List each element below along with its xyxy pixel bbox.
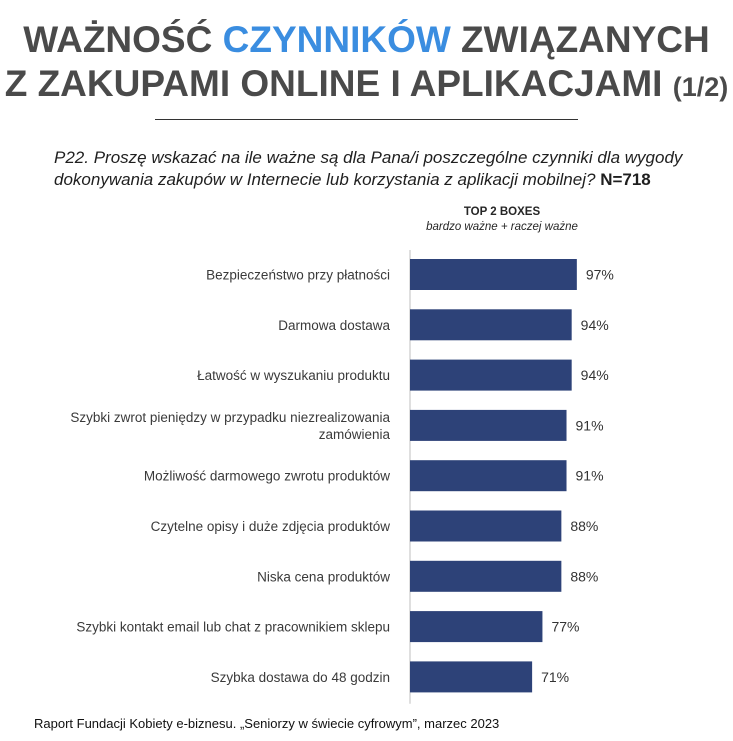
category-label: Szybki kontakt email lub chat z pracowni… xyxy=(76,620,390,635)
category-label: Łatwość w wyszukaniu produktu xyxy=(197,368,390,383)
category-label-line: Bezpieczeństwo przy płatności xyxy=(206,268,390,283)
category-label-line: Możliwość darmowego zwrotu produktów xyxy=(144,469,390,484)
bar xyxy=(410,611,543,643)
category-label: Szybka dostawa do 48 godzin xyxy=(211,670,390,685)
category-label-line: Łatwość w wyszukaniu produktu xyxy=(197,368,390,383)
category-label: Możliwość darmowego zwrotu produktów xyxy=(144,469,390,484)
title-part-2: ZWIĄZANYCH xyxy=(450,19,710,60)
title-page-indicator: (1/2) xyxy=(672,72,729,102)
title-part-1: WAŻNOŚĆ xyxy=(23,19,223,60)
value-label: 94% xyxy=(581,367,609,383)
bar xyxy=(410,259,577,290)
category-label-line: Szybki kontakt email lub chat z pracowni… xyxy=(76,620,390,635)
value-label: 71% xyxy=(541,669,569,685)
title-accent: CZYNNIKÓW xyxy=(222,19,451,60)
category-label-line: Czytelne opisy i duże zdjęcia produktów xyxy=(151,519,391,534)
bar xyxy=(410,359,572,391)
sample-size: N=718 xyxy=(600,170,651,189)
value-label: 77% xyxy=(551,619,579,635)
question-body: P22. Proszę wskazać na ile ważne są dla … xyxy=(54,148,683,189)
bar xyxy=(410,460,567,492)
page-title: WAŻNOŚĆ CZYNNIKÓW ZWIĄZANYCH Z ZAKUPAMI … xyxy=(0,18,733,109)
value-label: 88% xyxy=(570,568,598,584)
category-label: Niska cena produktów xyxy=(257,569,390,584)
category-label-line: Niska cena produktów xyxy=(257,569,390,584)
source-footnote: Raport Fundacji Kobiety e-biznesu. „Seni… xyxy=(34,716,500,731)
category-label-line: Darmowa dostawa xyxy=(278,318,390,333)
category-label-line: Szybki zwrot pieniędzy w przypadku niezr… xyxy=(70,410,390,425)
title-line-2: Z ZAKUPAMI ONLINE I APLIKACJAMI (1/2) xyxy=(0,62,733,109)
category-label: Darmowa dostawa xyxy=(278,318,390,333)
title-divider xyxy=(155,119,578,120)
value-label: 97% xyxy=(586,267,614,283)
bar xyxy=(410,560,562,592)
category-label: Bezpieczeństwo przy płatności xyxy=(206,268,390,283)
bar xyxy=(410,661,533,693)
category-label: Szybki zwrot pieniędzy w przypadku niezr… xyxy=(70,410,390,442)
value-label: 91% xyxy=(576,417,604,433)
bar xyxy=(410,409,567,441)
value-label: 91% xyxy=(576,468,604,484)
series-subtitle: bardzo ważne + raczej ważne xyxy=(426,221,578,233)
category-label: Czytelne opisy i duże zdjęcia produktów xyxy=(151,519,391,534)
bar xyxy=(410,510,562,542)
question-text: P22. Proszę wskazać na ile ważne są dla … xyxy=(54,147,694,191)
category-label-line: zamówienia xyxy=(319,427,391,442)
bar xyxy=(410,309,572,341)
title-line-2-text: Z ZAKUPAMI ONLINE I APLIKACJAMI xyxy=(4,63,673,104)
title-line-1: WAŻNOŚĆ CZYNNIKÓW ZWIĄZANYCH xyxy=(0,18,733,62)
category-label-line: Szybka dostawa do 48 godzin xyxy=(211,670,390,685)
series-header: TOP 2 BOXES bardzo ważne + raczej ważne xyxy=(392,204,612,235)
value-label: 88% xyxy=(570,518,598,534)
value-label: 94% xyxy=(581,317,609,333)
series-title: TOP 2 BOXES xyxy=(463,206,541,218)
